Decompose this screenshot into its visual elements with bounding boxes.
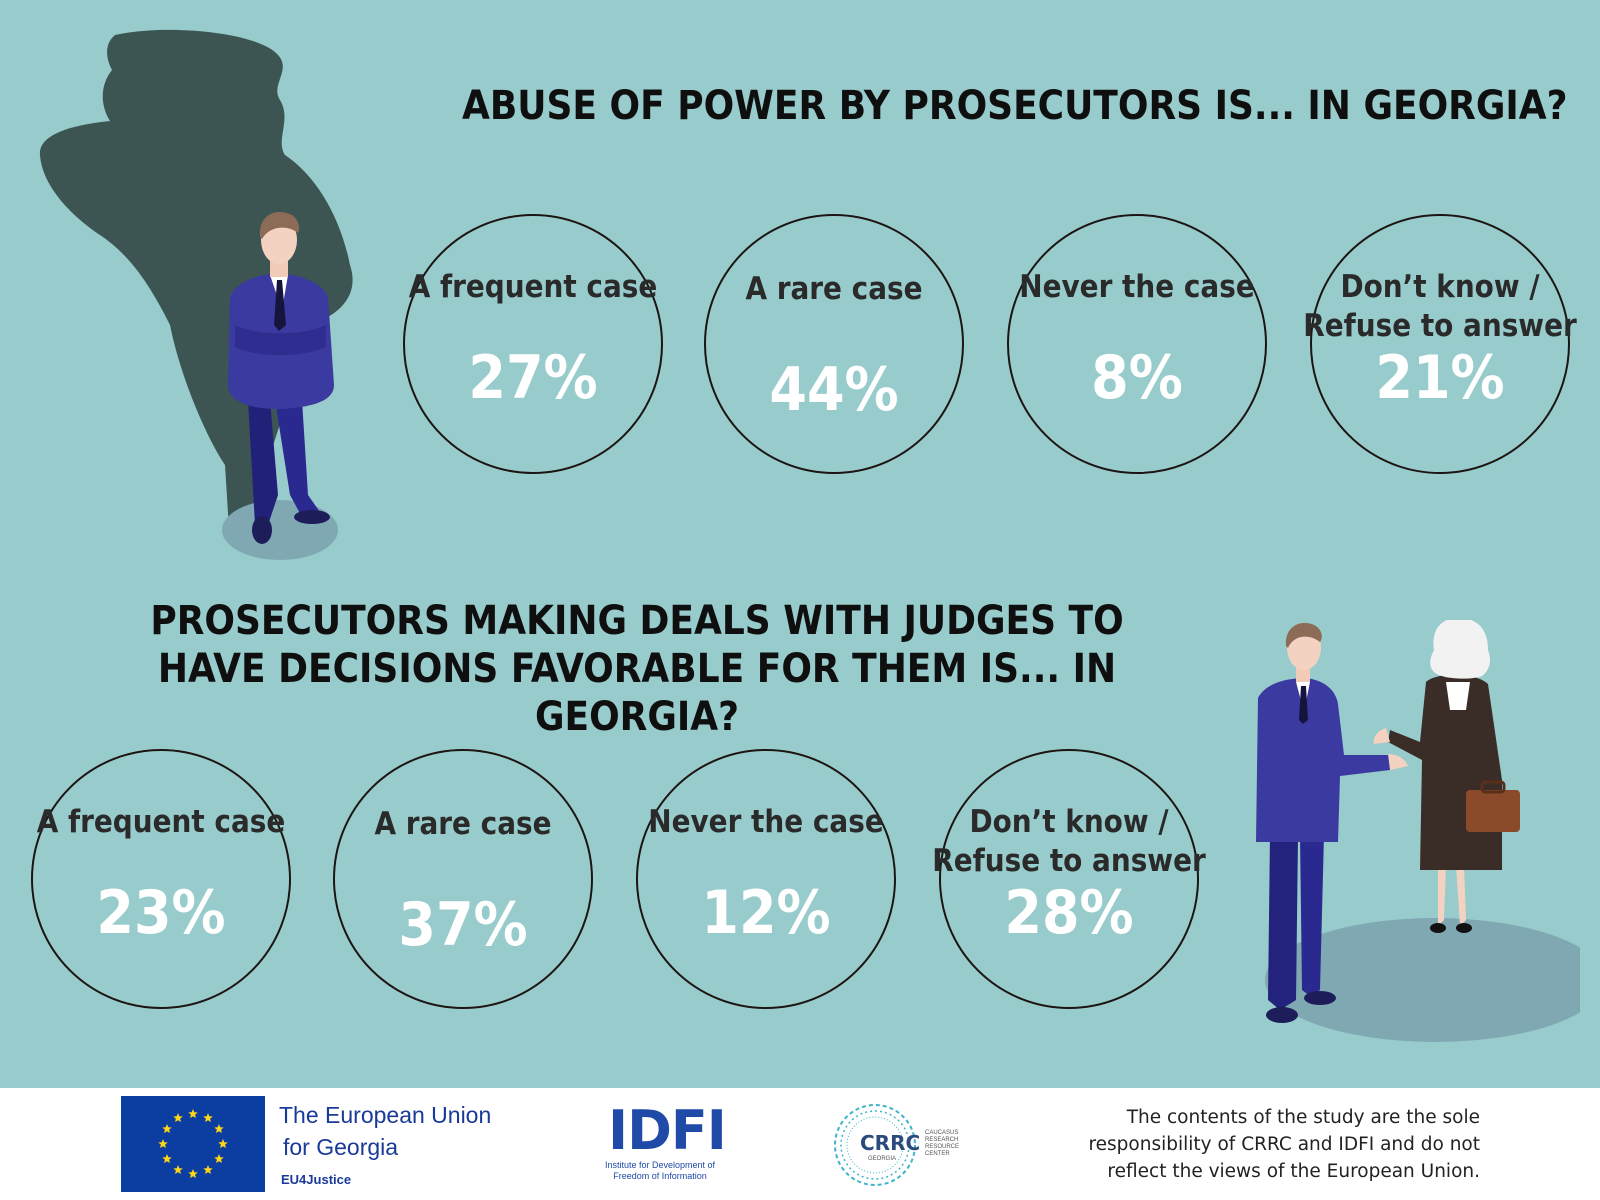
answer-circle-never: Never the case 8%	[1007, 214, 1267, 474]
prosecutor-judge-handshake-illustration	[1256, 620, 1580, 1042]
eu-star-icon	[188, 1109, 198, 1119]
answer-circle-frequent: A frequent case 23%	[31, 749, 291, 1009]
disclaimer-text: The contents of the study are the sole r…	[1088, 1107, 1480, 1182]
eu-star-icon	[214, 1154, 224, 1164]
answer-value: 28%	[1004, 878, 1134, 948]
answer-circle-dont-know: Don’t know / Refuse to answer 28%	[932, 749, 1206, 1009]
eu-star-icon	[162, 1154, 172, 1164]
judge-wig	[1430, 620, 1490, 679]
answer-value: 21%	[1375, 343, 1505, 413]
hair	[259, 211, 300, 239]
eu-flag-logo	[121, 1096, 265, 1192]
eu-stars-icon	[158, 1109, 228, 1179]
answer-label: A frequent case	[36, 804, 286, 840]
question-2-title: PROSECUTORS MAKING DEALS WITH JUDGES TO …	[150, 598, 1124, 740]
answer-label: A frequent case	[408, 269, 658, 305]
answer-value: 27%	[468, 343, 598, 413]
eu-star-icon	[218, 1139, 228, 1149]
prosecutor-with-shadow-illustration	[39, 29, 353, 560]
answer-label: Don’t know / Refuse to answer	[932, 804, 1206, 879]
shadow-silhouette	[39, 29, 353, 545]
answer-circle-dont-know: Don’t know / Refuse to answer 21%	[1303, 214, 1577, 474]
legs	[248, 400, 278, 525]
eu-star-icon	[173, 1164, 183, 1175]
answer-label: A rare case	[374, 806, 552, 842]
answer-label: Don’t know / Refuse to answer	[1303, 269, 1577, 344]
answer-circle-frequent: A frequent case 27%	[403, 214, 663, 474]
eu-star-icon	[162, 1124, 172, 1134]
answer-label: Never the case	[648, 804, 884, 840]
answer-value: 8%	[1091, 343, 1183, 413]
idfi-logo: IDFI	[608, 1099, 727, 1162]
crrc-georgia-label: GEORGIA	[868, 1156, 897, 1162]
floor-disk	[222, 500, 338, 560]
crrc-logo-rings-icon	[834, 1104, 916, 1186]
answer-value: 37%	[398, 890, 528, 960]
floor-disk	[1265, 918, 1580, 1042]
question-1-title: ABUSE OF POWER BY PROSECUTORS IS... IN G…	[462, 83, 1568, 129]
eu-star-icon	[173, 1113, 183, 1123]
eu-star-icon	[158, 1139, 168, 1149]
answer-circle-rare: A rare case 44%	[704, 214, 964, 474]
judge-robe	[1388, 674, 1502, 870]
answer-value: 23%	[96, 878, 226, 948]
answer-value: 44%	[769, 355, 899, 425]
answer-label: Never the case	[1019, 269, 1255, 305]
eu-star-icon	[203, 1164, 213, 1175]
idfi-subtitle: Institute for Development of Freedom of …	[604, 1160, 716, 1181]
answer-value: 12%	[701, 878, 831, 948]
eu4justice-label: EU4Justice	[281, 1172, 352, 1187]
prosecutor-jacket	[1256, 678, 1390, 842]
answer-circle-rare: A rare case 37%	[333, 749, 593, 1009]
answer-circle-never: Never the case 12%	[636, 749, 896, 1009]
eu-star-icon	[214, 1124, 224, 1134]
eu-label-line-2: for Georgia	[283, 1134, 399, 1160]
eu-star-icon	[203, 1113, 213, 1123]
briefcase-icon	[1466, 790, 1520, 832]
crrc-side-label: CAUCASUS RESEARCH RESOURCE CENTER	[925, 1130, 960, 1157]
crrc-logo: CRRC	[860, 1131, 921, 1155]
answer-label: A rare case	[745, 271, 923, 307]
footer: The European Union for Georgia EU4Justic…	[0, 1088, 1600, 1200]
eu-label-line-1: The European Union	[279, 1102, 492, 1128]
eu-star-icon	[188, 1169, 198, 1179]
